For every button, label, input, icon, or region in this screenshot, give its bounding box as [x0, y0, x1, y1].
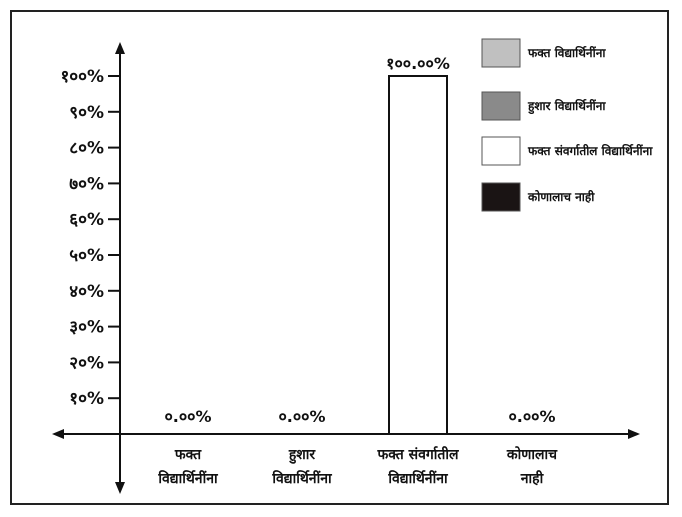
bar-series [388, 75, 448, 435]
bar-chart: १०%२०%३०%४०%५०%६०%७०%८०%९०%१००% ०.००% ०.०… [52, 38, 653, 494]
y-tick-label: ६०% [69, 210, 104, 230]
x-tick-label: नाही [520, 470, 545, 487]
x-tick-label: विद्यार्थिनींना [271, 470, 333, 487]
legend-label: हुशार विद्यार्थिनींना [527, 98, 606, 115]
y-tick-label: ८०% [69, 139, 104, 159]
x-tick-label: विद्यार्थिनींना [157, 470, 219, 487]
y-axis-arrow-down [115, 482, 125, 494]
y-tick-label: २०% [69, 353, 104, 373]
legend-label: फक्त संवर्गातील विद्यार्थिनींना [527, 143, 653, 158]
value-label: ०.००% [508, 407, 555, 426]
value-label: ०.००% [164, 407, 211, 426]
x-tick-label: विद्यार्थिनींना [387, 470, 449, 487]
x-axis-labels: फक्त विद्यार्थिनींना हुशार विद्यार्थिनींना फ… [157, 446, 558, 487]
chart-frame: १०% २०% ३०% ४०% ५०% ६०% ७०% ८०% ९०% १००% ०.००% ०.०… [10, 10, 669, 505]
legend-label: फक्त विद्यार्थिनींना [527, 45, 606, 60]
legend-swatch [481, 38, 521, 68]
legend-swatch [481, 91, 521, 121]
x-tick-label: हुशार [288, 447, 317, 464]
y-tick-label: ४०% [69, 282, 104, 302]
legend-swatch [481, 136, 521, 166]
y-tick-label: ९०% [69, 103, 104, 123]
legend-label: कोणालाच नाही [527, 190, 595, 204]
y-tick-label: १०% [69, 389, 104, 409]
chart-axes [52, 42, 640, 494]
y-tick-label: ७०% [69, 174, 104, 194]
x-tick-label: कोणालाच [506, 446, 558, 463]
legend-swatch [481, 182, 521, 212]
y-tick-label: १००% [60, 67, 104, 87]
bar [388, 75, 448, 435]
x-tick-label: फक्त संवर्गातील [376, 446, 459, 463]
y-tick-label: ३०% [69, 318, 104, 338]
value-label: ०.००% [278, 407, 325, 426]
x-axis-arrow-left [52, 429, 64, 439]
y-axis-arrow-up [115, 42, 125, 54]
value-labels: ०.००% ०.००% १००.००% ०.००% [164, 54, 555, 426]
x-axis-arrow-right [628, 429, 640, 439]
legend: फक्त विद्यार्थिनींना हुशार विद्यार्थिनींन… [481, 38, 653, 212]
y-axis-ticks: १०% २०% ३०% ४०% ५०% ६०% ७०% ८०% ९०% १००% [60, 67, 120, 409]
y-tick-label: ५०% [69, 246, 104, 266]
x-tick-label: फक्त [174, 447, 202, 463]
value-label: १००.००% [386, 54, 450, 73]
